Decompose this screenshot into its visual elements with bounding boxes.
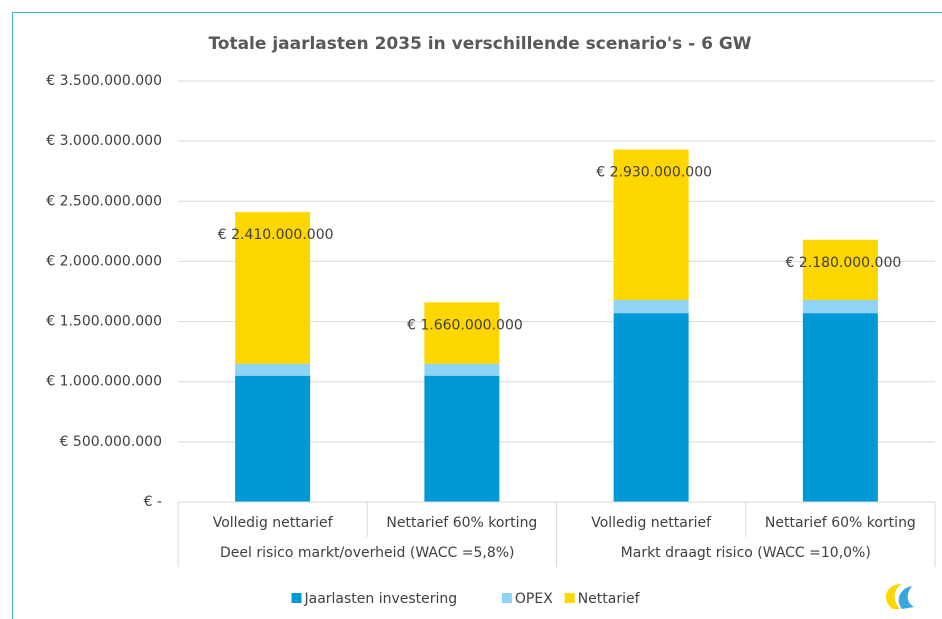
total-label: € 2.930.000.000	[596, 165, 712, 181]
y-tick-label: € 3.000.000.000	[46, 133, 162, 149]
x-tick-label: Volledig nettarief	[213, 515, 334, 531]
bar-segment	[613, 149, 689, 300]
y-tick-label: € 3.500.000.000	[46, 73, 162, 89]
y-tick-label: € 2.500.000.000	[46, 193, 162, 209]
y-tick-label: € 500.000.000	[60, 434, 162, 450]
bar-segment	[235, 363, 311, 376]
bar-segment	[613, 299, 689, 314]
legend-swatch	[564, 593, 575, 603]
bar-segment	[613, 313, 689, 502]
logo	[885, 584, 914, 609]
bar-segment	[424, 302, 500, 364]
y-tick-label: € -	[144, 494, 162, 510]
total-label: € 1.660.000.000	[407, 317, 523, 333]
total-label: € 2.180.000.000	[785, 255, 901, 271]
legend-label: OPEX	[515, 591, 553, 607]
y-tick-label: € 1.000.000.000	[46, 374, 162, 390]
legend-swatch	[501, 593, 512, 603]
chart-title: Totale jaarlasten 2035 in verschillende …	[208, 34, 751, 54]
total-label: € 2.410.000.000	[218, 227, 334, 243]
legend-label: Jaarlasten investering	[304, 591, 458, 607]
x-tick-label: Nettarief 60% korting	[765, 515, 916, 531]
bar-segment	[802, 313, 878, 502]
y-tick-label: € 2.000.000.000	[46, 253, 162, 269]
legend-label: Nettarief	[578, 591, 641, 607]
group-label: Markt draagt risico (WACC =10,0%)	[621, 545, 871, 561]
bar-segment	[424, 363, 500, 376]
bar-segment	[235, 212, 311, 364]
bar-segment	[802, 239, 878, 300]
bar-segment	[424, 375, 500, 502]
y-tick-label: € 1.500.000.000	[46, 314, 162, 330]
x-tick-label: Nettarief 60% korting	[386, 515, 537, 531]
bar-segment	[235, 375, 311, 502]
x-tick-label: Volledig nettarief	[591, 515, 712, 531]
group-label: Deel risico markt/overheid (WACC =5,8%)	[220, 545, 515, 561]
bar-segment	[802, 299, 878, 314]
legend-swatch	[291, 593, 302, 603]
